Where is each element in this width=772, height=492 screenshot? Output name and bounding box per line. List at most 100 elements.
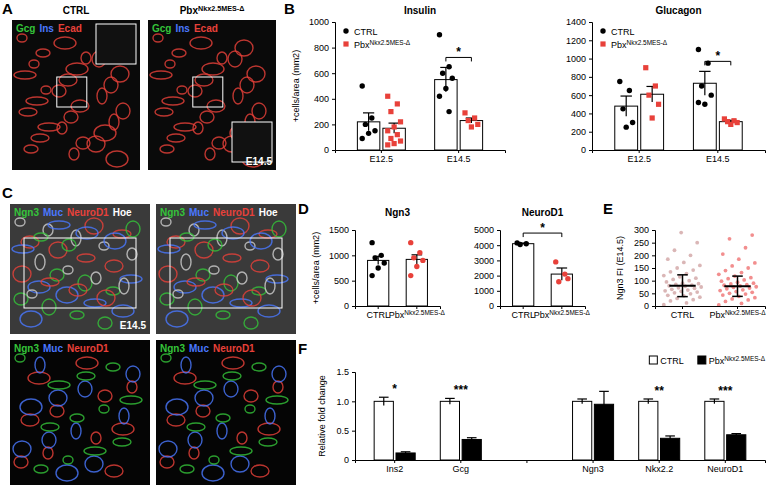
image-texture: [222, 357, 244, 369]
bar: [374, 401, 393, 460]
plot-marks: [374, 391, 746, 460]
label-superscript: Nkx2.5MES-Δ: [724, 355, 765, 362]
image-texture: [43, 447, 53, 459]
image-texture: [17, 34, 27, 42]
stain-label: Ngn3: [160, 343, 185, 354]
x-tick: E12.5: [627, 150, 651, 164]
image-texture: [78, 381, 92, 397]
image-texture: [97, 290, 115, 306]
image-texture: [21, 414, 39, 426]
micrograph: [12, 20, 140, 170]
stain-label: NeuroD1: [67, 343, 109, 354]
image-texture: [50, 405, 64, 417]
y-tick-mark: [589, 77, 592, 78]
y-tick-mark: [497, 306, 500, 307]
data-point: [395, 132, 400, 137]
data-point: [696, 100, 701, 105]
y-axis: 0200400600800100012001400: [566, 17, 593, 155]
y-tick-label: 3000: [474, 256, 494, 266]
image-texture: [29, 60, 39, 68]
data-point: [382, 260, 387, 265]
x-tick-label: PbxNkx2.5MES-Δ: [389, 309, 446, 320]
x-tick-mark: [639, 150, 640, 153]
y-tick: 1.0: [336, 397, 355, 407]
legend-entry: CTRL: [343, 27, 377, 37]
data-point: [670, 287, 674, 291]
error-bar: [646, 86, 657, 102]
bar: [440, 401, 459, 460]
image-texture: [28, 281, 50, 293]
image-texture: [166, 311, 188, 327]
image-texture: [174, 123, 196, 131]
error-bar-stem: [704, 71, 705, 95]
x-tick: PbxNkx2.5MES-Δ: [534, 306, 591, 320]
data-point: [742, 278, 746, 282]
image-texture: [160, 456, 174, 468]
image-texture: [216, 311, 230, 319]
inset-box: [24, 238, 136, 308]
image-texture: [180, 465, 194, 473]
data-point: [696, 47, 701, 52]
stain-label: NeuroD1: [213, 207, 255, 218]
data-point: [466, 118, 471, 123]
error-bar-stem: [471, 118, 472, 123]
plot-marks: [615, 47, 742, 150]
chart-title: Glucagon: [655, 5, 701, 16]
label-base: Pbx: [180, 5, 199, 16]
data-point: [472, 115, 477, 120]
y-tick-label: 1000: [329, 251, 349, 261]
image-texture: [266, 275, 288, 283]
bar: [435, 80, 457, 150]
image-texture: [63, 266, 73, 274]
image-texture: [195, 390, 213, 406]
error-bar: [665, 436, 675, 441]
image-texture: [161, 218, 171, 226]
x-tick: PbxNkx2.5MES-Δ: [709, 306, 766, 320]
data-point: [753, 261, 757, 265]
y-tick-label: 100: [634, 276, 649, 286]
y-tick-label: 250: [634, 238, 649, 248]
y-tick-mark: [652, 306, 655, 307]
image-texture: [160, 293, 174, 305]
panel-label: D: [298, 200, 309, 217]
label-base: Pbx: [389, 310, 405, 320]
y-tick: 0: [344, 455, 355, 465]
bar: [727, 435, 746, 460]
data-point: [408, 240, 413, 245]
error-bar-cap: [577, 398, 587, 399]
data-point: [669, 299, 673, 303]
y-tick-mark: [497, 245, 500, 246]
x-axis-line: [356, 461, 766, 464]
image-texture: [35, 357, 45, 373]
data-point: [744, 292, 748, 296]
data-point: [730, 297, 734, 301]
image-texture: [202, 63, 224, 75]
label-base: Pbx: [611, 40, 627, 50]
legend-symbol: [600, 28, 605, 33]
data-point: [369, 115, 374, 120]
image-texture: [24, 145, 38, 153]
image-texture: [222, 227, 244, 239]
data-point: [728, 122, 733, 127]
image-texture: [187, 278, 205, 286]
panel-label: A: [2, 0, 13, 17]
y-tick-mark: [352, 230, 355, 231]
error-bar-stem: [652, 86, 653, 102]
image-texture: [209, 266, 219, 274]
y-tick-label: 0: [344, 301, 349, 311]
data-point: [475, 122, 480, 127]
y-axis-line: [652, 231, 656, 307]
x-tick-label: E14.5: [706, 154, 730, 164]
x-tick-mark: [593, 460, 594, 463]
image-texture: [42, 432, 56, 448]
data-point: [665, 280, 669, 284]
y-tick-label: 150: [634, 263, 649, 273]
y-tick: 200: [314, 120, 335, 130]
data-point: [646, 93, 651, 98]
data-point: [398, 119, 403, 124]
image-texture: [77, 372, 95, 380]
image-texture: [113, 438, 131, 446]
image-texture: [127, 381, 137, 393]
image-texture: [41, 278, 59, 286]
data-point: [450, 76, 455, 81]
